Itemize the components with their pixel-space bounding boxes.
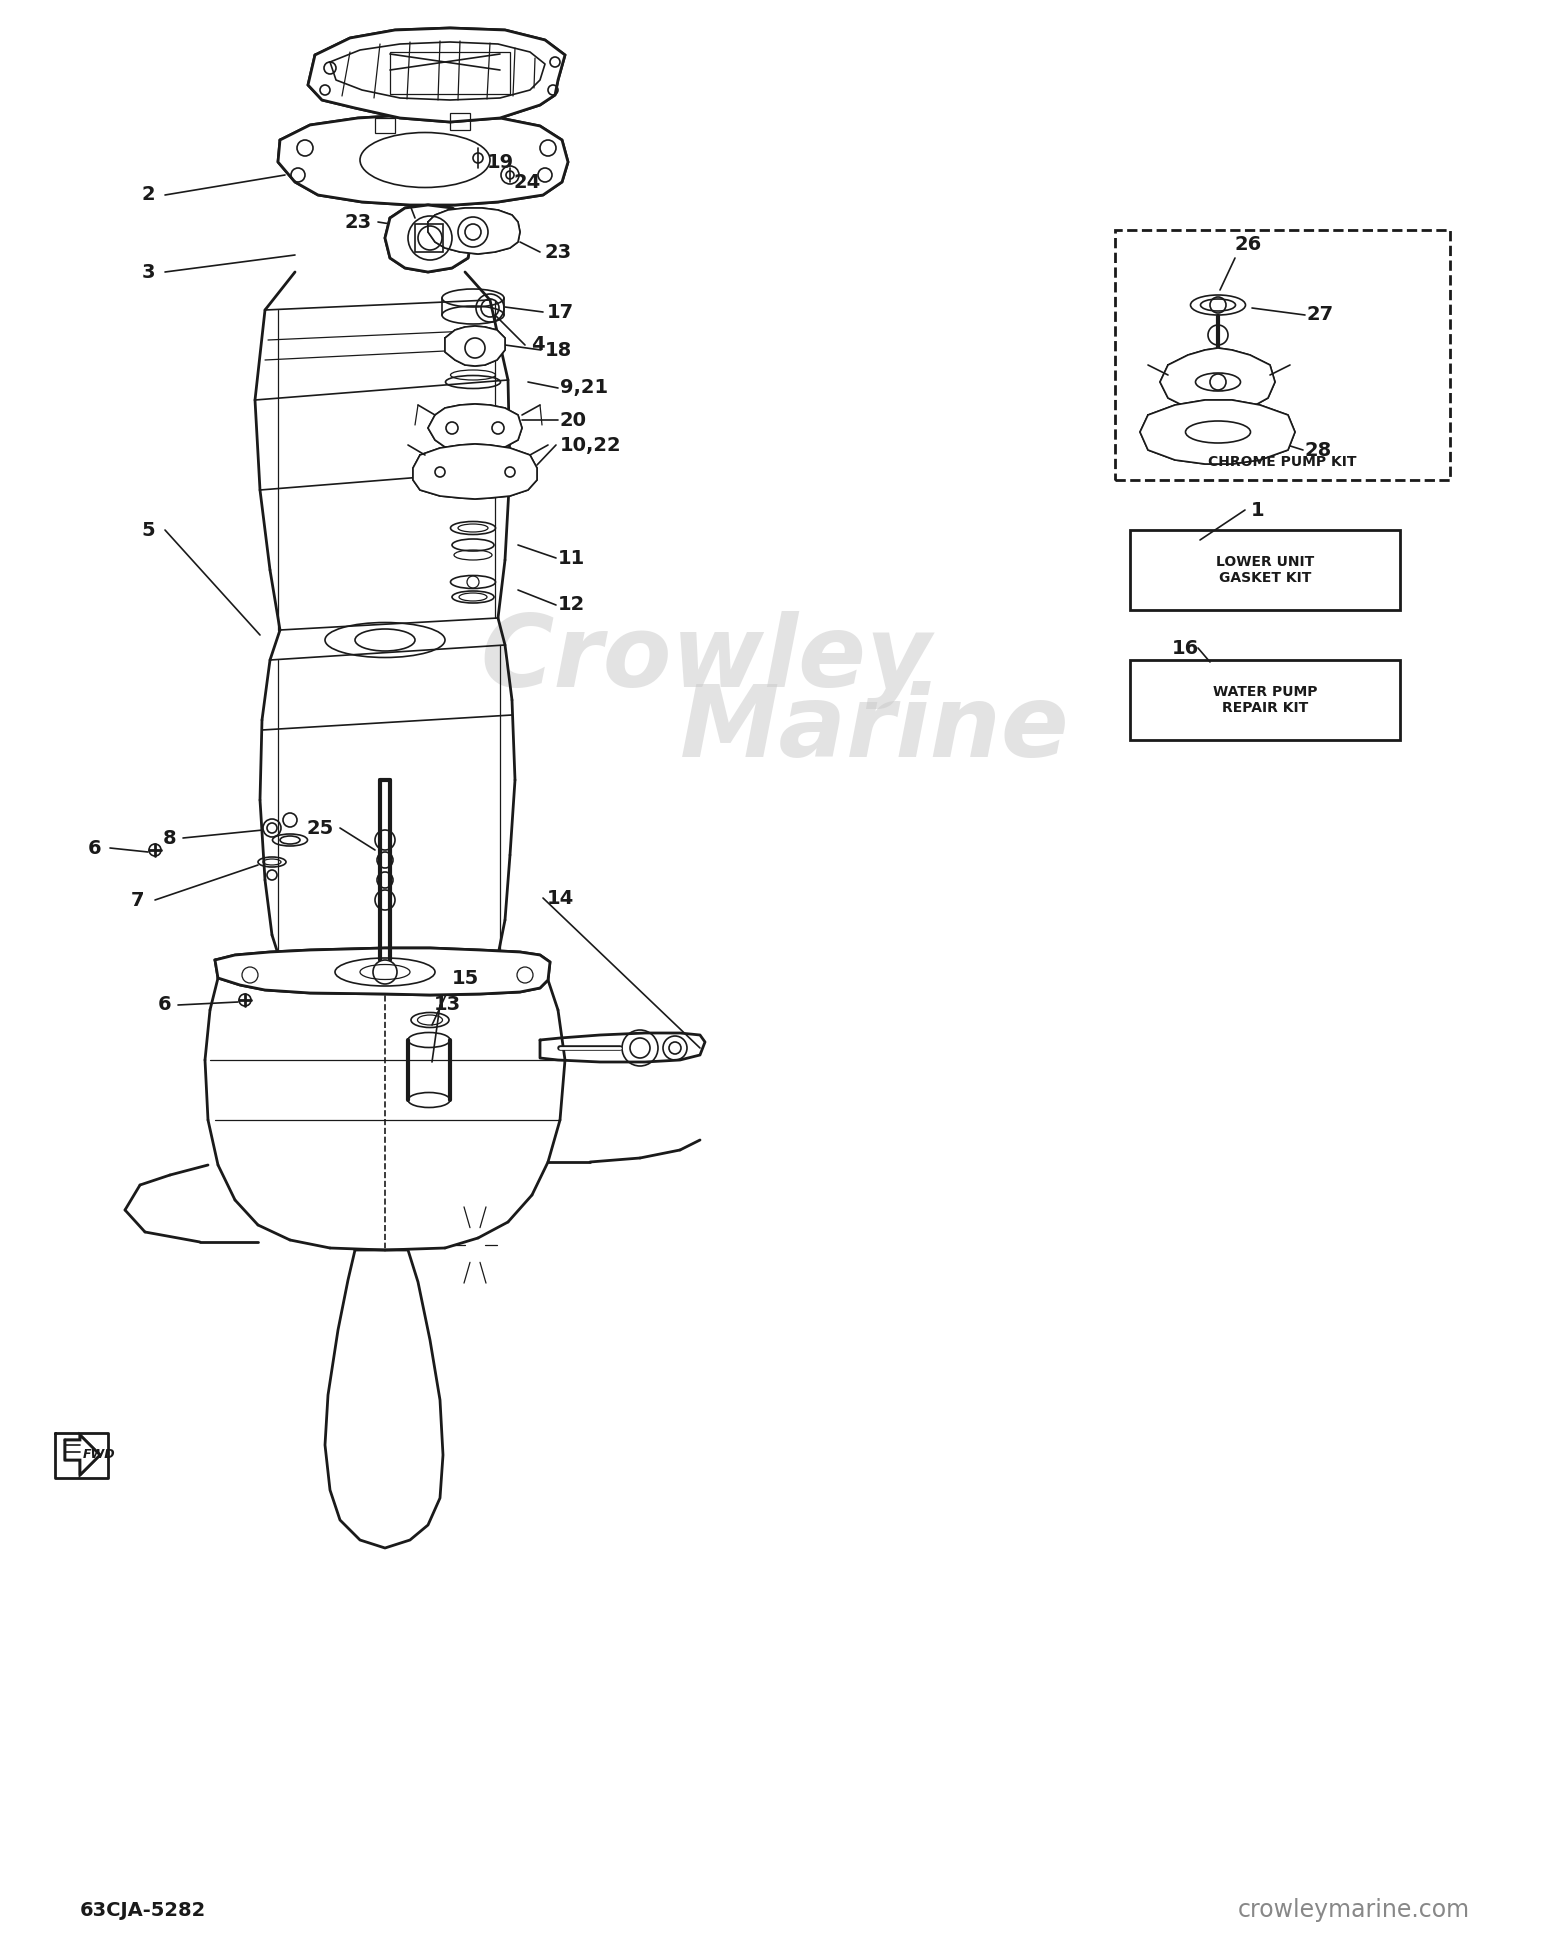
Text: 6: 6	[158, 996, 172, 1015]
Bar	[1115, 229, 1450, 479]
Text: 7: 7	[132, 891, 144, 910]
Text: 24: 24	[513, 173, 541, 192]
Circle shape	[373, 961, 397, 984]
Text: 13: 13	[434, 996, 460, 1015]
Text: Marine: Marine	[680, 681, 1070, 778]
Polygon shape	[277, 115, 568, 206]
Text: 28: 28	[1304, 441, 1332, 460]
Text: 25: 25	[307, 819, 333, 837]
Polygon shape	[386, 206, 472, 272]
Bar	[375, 118, 395, 134]
Text: 8: 8	[163, 829, 177, 848]
Text: FWD: FWD	[84, 1448, 116, 1462]
Text: 6: 6	[88, 839, 102, 858]
Text: 5: 5	[141, 520, 155, 540]
Text: crowleymarine.com: crowleymarine.com	[1238, 1898, 1470, 1922]
Text: CHROME PUMP KIT: CHROME PUMP KIT	[1208, 454, 1357, 470]
Bar	[390, 52, 510, 93]
Text: 18: 18	[544, 340, 572, 359]
Text: 2: 2	[141, 186, 155, 204]
Polygon shape	[428, 208, 520, 254]
Polygon shape	[65, 1434, 101, 1475]
Text: 19: 19	[486, 153, 514, 171]
Text: 23: 23	[344, 212, 372, 231]
Text: 16: 16	[1171, 639, 1199, 658]
Circle shape	[266, 823, 277, 833]
Text: 20: 20	[561, 410, 587, 429]
Text: 9,21: 9,21	[561, 378, 609, 398]
Polygon shape	[414, 444, 538, 499]
Text: 15: 15	[451, 969, 479, 988]
Text: 12: 12	[558, 596, 586, 615]
Text: 10,22: 10,22	[561, 435, 621, 454]
Text: 4: 4	[531, 336, 545, 355]
Polygon shape	[215, 947, 550, 996]
Text: 23: 23	[544, 243, 572, 262]
Text: 63CJA-5282: 63CJA-5282	[81, 1900, 206, 1920]
Polygon shape	[1140, 400, 1295, 464]
Polygon shape	[308, 27, 565, 122]
Bar	[1131, 530, 1400, 609]
Text: WATER PUMP
REPAIR KIT: WATER PUMP REPAIR KIT	[1213, 685, 1317, 714]
Text: 17: 17	[547, 303, 573, 322]
Bar	[451, 113, 469, 130]
Bar	[415, 223, 443, 252]
Polygon shape	[428, 404, 522, 450]
Text: Crowley: Crowley	[480, 611, 931, 708]
Text: 11: 11	[558, 549, 586, 567]
Polygon shape	[1160, 347, 1275, 415]
Text: 26: 26	[1235, 235, 1261, 254]
Text: 1: 1	[1252, 501, 1266, 520]
Text: 3: 3	[141, 262, 155, 281]
Text: 27: 27	[1306, 305, 1334, 324]
Bar	[1131, 660, 1400, 740]
Text: 14: 14	[547, 889, 573, 908]
Polygon shape	[445, 326, 505, 367]
Text: LOWER UNIT
GASKET KIT: LOWER UNIT GASKET KIT	[1216, 555, 1314, 584]
